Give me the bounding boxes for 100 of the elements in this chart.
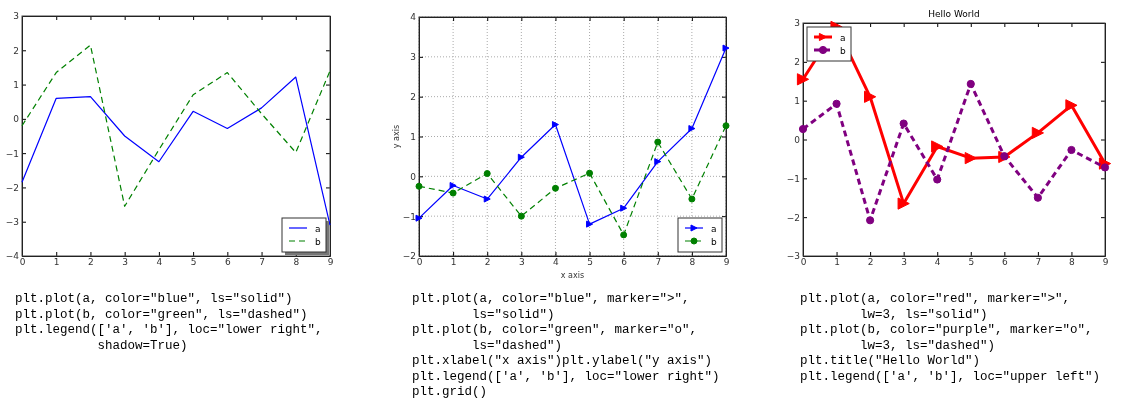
text: plt.plot(a, color="blue", marker=">", [412,292,690,306]
point [1067,145,1076,155]
y-tick-label: −1 [5,148,19,159]
x-tick-label: 7 [655,257,662,268]
point [449,182,457,189]
y-tick-label: 3 [794,18,800,29]
x-tick-label: 8 [1069,257,1076,268]
point [586,169,594,177]
point [551,121,559,129]
y-tick-label: 4 [410,12,417,23]
text: plt.legend(['a', 'b'], loc="upper left") [800,369,1101,384]
point [864,90,877,103]
point [449,189,457,197]
x-tick-label: 9 [1102,257,1109,268]
y-axis-title: y axis [392,124,401,149]
text: plt.plot(a, color="red", marker=">", [800,292,1071,306]
point [483,195,491,203]
point [866,216,875,225]
y-tick-label: 2 [794,57,800,68]
legend-label: a [840,32,846,43]
x-tick-label: 6 [621,257,628,268]
point [517,153,525,161]
text: lw=3, ls="dashed") [800,338,996,353]
x-tick-label: 8 [689,257,696,268]
x-tick-label: 9 [327,257,334,268]
legend-label: b [315,236,321,247]
x-tick-label: 4 [553,257,560,268]
x-tick-label: 2 [88,257,94,268]
y-tick-label: 3 [13,11,19,22]
y-tick-label: 2 [13,45,19,56]
point [620,231,628,239]
y-tick-label: 0 [13,114,20,125]
y-tick-label: 1 [13,79,19,90]
legend-label: b [711,236,717,247]
point [415,182,423,190]
line-series [21,76,331,226]
y-tick-label: 1 [794,96,800,107]
y-tick-label: −1 [786,173,800,184]
x-tick-label: 5 [587,257,593,268]
text: plt.legend(['a', 'b'], loc="lower right") [412,369,720,384]
point [1065,99,1078,112]
point [586,220,594,228]
legend-label: b [840,45,846,56]
x-tick-label: 5 [968,257,975,268]
text: shadow=True) [15,338,188,353]
point [722,44,730,52]
x-tick-label: 3 [518,257,525,268]
legend-label: a [711,223,717,234]
x-tick-label: 7 [259,257,265,268]
y-tick-label: −1 [402,211,416,222]
point [1031,126,1044,139]
y-tick-label: 1 [410,131,416,142]
point [551,184,559,192]
point [1033,193,1042,202]
point [517,212,525,220]
point [1100,163,1110,172]
y-tick-label: −3 [5,217,19,228]
x-tick-label: 2 [867,257,874,268]
y-tick-label: −4 [5,251,20,262]
point [483,170,491,178]
point [832,99,841,108]
text: plt.plot(b, color="green", marker="o", [412,323,698,337]
y-tick-label: −2 [5,182,19,193]
point [688,195,696,203]
point [688,125,696,133]
point [931,140,944,153]
text: ls="solid") [412,307,555,322]
x-tick-label: 6 [1001,257,1008,268]
point [964,152,977,165]
y-tick-label: −2 [402,251,416,262]
x-tick-label: 1 [53,257,60,268]
y-tick-label: 2 [410,92,416,103]
legend-label: a [315,223,321,234]
y-tick-label: −3 [786,251,800,262]
y-tick-label: −2 [786,212,800,223]
text: plt.grid() [412,385,488,399]
x-tick-label: 4 [156,257,163,268]
point [722,122,730,130]
y-tick-label: 0 [410,171,417,182]
text: plt.title("Hello World") [800,354,981,368]
point [897,197,910,210]
x-tick-label: 4 [934,257,941,268]
x-tick-label: 3 [901,257,908,268]
x-tick-label: 3 [122,257,129,268]
x-axis-title: x axis [560,271,585,280]
text: ls="dashed") [412,338,563,353]
line-series [21,44,331,207]
x-tick-label: 9 [723,257,730,268]
point [966,79,975,89]
chart-title: Hello World [928,9,980,19]
point [899,119,908,128]
point [798,124,808,134]
x-tick-label: 7 [1035,257,1042,268]
x-tick-label: 8 [293,257,300,268]
point [620,204,628,212]
y-tick-label: 0 [794,134,801,145]
x-tick-label: 5 [190,257,197,268]
point [796,73,810,86]
point [415,214,423,222]
point [933,175,942,184]
